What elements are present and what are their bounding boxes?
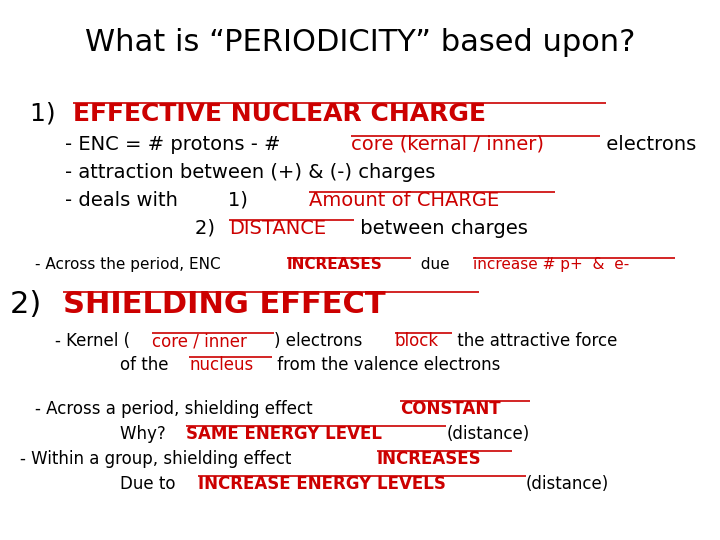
Text: due: due bbox=[410, 257, 459, 272]
Text: - deals with        1): - deals with 1) bbox=[65, 191, 254, 210]
Text: the attractive force: the attractive force bbox=[452, 332, 617, 350]
Text: 2): 2) bbox=[195, 219, 221, 238]
Text: electrons: electrons bbox=[600, 135, 696, 154]
Text: core (kernal / inner): core (kernal / inner) bbox=[351, 135, 544, 154]
Text: 1): 1) bbox=[30, 102, 63, 126]
Text: - Kernel (: - Kernel ( bbox=[55, 332, 130, 350]
Text: of the: of the bbox=[120, 356, 174, 374]
Text: from the valence electrons: from the valence electrons bbox=[272, 356, 500, 374]
Text: core / inner: core / inner bbox=[152, 332, 247, 350]
Text: What is “PERIODICITY” based upon?: What is “PERIODICITY” based upon? bbox=[85, 28, 635, 57]
Text: increase # p+  &  e-: increase # p+ & e- bbox=[473, 257, 629, 272]
Text: Amount of CHARGE: Amount of CHARGE bbox=[309, 191, 499, 210]
Text: DISTANCE: DISTANCE bbox=[229, 219, 326, 238]
Text: SHIELDING EFFECT: SHIELDING EFFECT bbox=[63, 290, 385, 319]
Text: (distance): (distance) bbox=[526, 475, 609, 493]
Text: INCREASES: INCREASES bbox=[377, 450, 482, 468]
Text: between charges: between charges bbox=[354, 219, 528, 238]
Text: - Across a period, shielding effect: - Across a period, shielding effect bbox=[35, 400, 318, 418]
Text: INCREASES: INCREASES bbox=[287, 257, 383, 272]
Text: - Across the period, ENC: - Across the period, ENC bbox=[35, 257, 230, 272]
Text: - ENC = # protons - #: - ENC = # protons - # bbox=[65, 135, 287, 154]
Text: CONSTANT: CONSTANT bbox=[400, 400, 500, 418]
Text: Due to: Due to bbox=[120, 475, 181, 493]
Text: - Within a group, shielding effect: - Within a group, shielding effect bbox=[20, 450, 297, 468]
Text: SAME ENERGY LEVEL: SAME ENERGY LEVEL bbox=[186, 425, 387, 443]
Text: nucleus: nucleus bbox=[189, 356, 253, 374]
Text: block: block bbox=[395, 332, 439, 350]
Text: - attraction between (+) & (-) charges: - attraction between (+) & (-) charges bbox=[65, 163, 436, 182]
Text: Why?: Why? bbox=[120, 425, 171, 443]
Text: INCREASE ENERGY LEVELS: INCREASE ENERGY LEVELS bbox=[199, 475, 452, 493]
Text: (distance): (distance) bbox=[446, 425, 529, 443]
Text: ) electrons: ) electrons bbox=[274, 332, 368, 350]
Text: EFFECTIVE NUCLEAR CHARGE: EFFECTIVE NUCLEAR CHARGE bbox=[73, 102, 487, 126]
Text: 2): 2) bbox=[10, 290, 51, 319]
